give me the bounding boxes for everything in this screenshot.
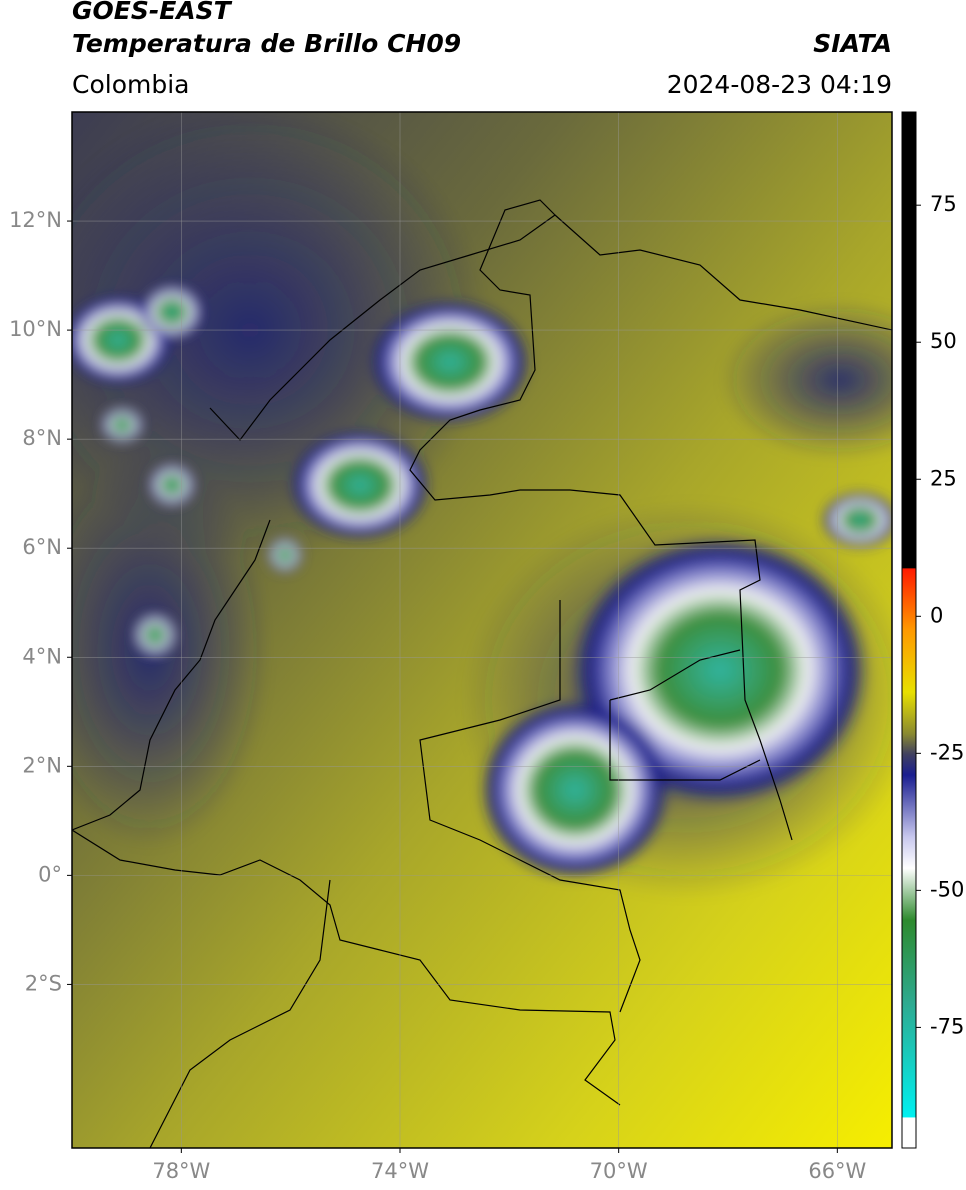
subtitle: Temperatura de Brillo CH09 (72, 29, 461, 58)
map-frame (71, 111, 893, 1149)
colorbar-tick-label: -50 (930, 877, 964, 901)
lon-tick-label: 74°W (371, 1159, 429, 1183)
lat-tick-label: 2°S (25, 971, 62, 995)
colorbar-tick-label: -25 (930, 740, 964, 764)
satellite-image (72, 112, 892, 1148)
colorbar-tick-label: 75 (930, 192, 957, 216)
lat-tick-label: 10°N (9, 317, 62, 341)
lon-tick-label: 70°W (590, 1159, 648, 1183)
colorbar-tick-label: 25 (930, 466, 957, 490)
lon-tick-label: 78°W (152, 1159, 210, 1183)
source: SIATA (813, 29, 892, 58)
lat-tick-label: 4°N (22, 644, 62, 668)
lon-tick-label: 66°W (808, 1159, 866, 1183)
lat-tick-label: 6°N (22, 535, 62, 559)
lat-tick-label: 2°N (22, 753, 62, 777)
grid (72, 112, 892, 1148)
colorbar-tick-label: 50 (930, 329, 957, 353)
colorbar (901, 111, 917, 1149)
region: Colombia (72, 70, 189, 99)
lat-tick-label: 12°N (9, 208, 62, 232)
colorbar-tick-label: 0 (930, 603, 943, 627)
lat-tick-label: 0° (38, 862, 62, 886)
title: GOES-EAST (72, 0, 233, 25)
colorbar-tick-label: -75 (930, 1014, 964, 1038)
datetime: 2024-08-23 04:19 (667, 70, 892, 99)
lat-tick-label: 8°N (22, 426, 62, 450)
